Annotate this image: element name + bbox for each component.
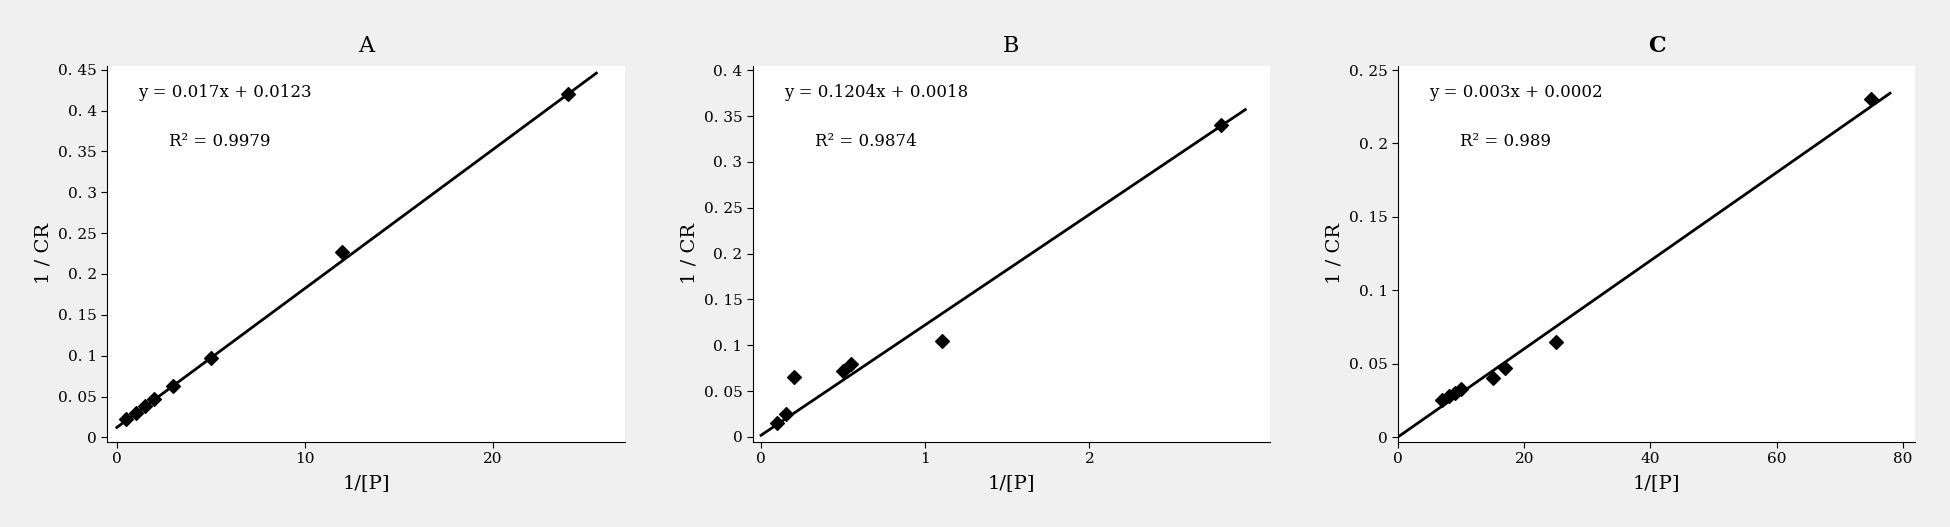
Text: R² = 0.9979: R² = 0.9979 xyxy=(170,133,271,150)
Point xyxy=(926,336,957,345)
X-axis label: 1/[P]: 1/[P] xyxy=(1632,474,1681,492)
Point xyxy=(827,367,858,375)
Text: y = 0.1204x + 0.0018: y = 0.1204x + 0.0018 xyxy=(784,84,967,101)
Point xyxy=(837,359,868,368)
Title: A: A xyxy=(359,35,374,57)
Text: R² = 0.9874: R² = 0.9874 xyxy=(815,133,916,150)
Y-axis label: 1 / CR: 1 / CR xyxy=(681,223,698,284)
Point xyxy=(1478,374,1509,383)
Y-axis label: 1 / CR: 1 / CR xyxy=(1326,223,1344,284)
Point xyxy=(158,382,189,390)
Point xyxy=(1427,396,1459,405)
Point xyxy=(762,419,794,427)
Point xyxy=(778,373,809,382)
Point xyxy=(138,395,170,403)
Point xyxy=(129,402,160,411)
Point xyxy=(1490,364,1521,372)
Point xyxy=(195,354,226,363)
Text: y = 0.003x + 0.0002: y = 0.003x + 0.0002 xyxy=(1429,84,1603,101)
Point xyxy=(552,90,583,99)
Point xyxy=(111,415,142,424)
Point xyxy=(328,248,359,256)
Point xyxy=(1205,121,1236,130)
Point xyxy=(1856,95,1888,104)
Title: C: C xyxy=(1648,35,1665,57)
Y-axis label: 1 / CR: 1 / CR xyxy=(35,223,53,284)
Point xyxy=(1540,337,1572,346)
Text: R² = 0.989: R² = 0.989 xyxy=(1461,133,1552,150)
Point xyxy=(770,410,801,418)
Text: y = 0.017x + 0.0123: y = 0.017x + 0.0123 xyxy=(138,84,312,101)
Point xyxy=(121,409,152,417)
Point xyxy=(1445,385,1476,393)
X-axis label: 1/[P]: 1/[P] xyxy=(987,474,1035,492)
Point xyxy=(1439,389,1470,397)
X-axis label: 1/[P]: 1/[P] xyxy=(343,474,390,492)
Point xyxy=(1433,392,1464,400)
Title: B: B xyxy=(1002,35,1020,57)
